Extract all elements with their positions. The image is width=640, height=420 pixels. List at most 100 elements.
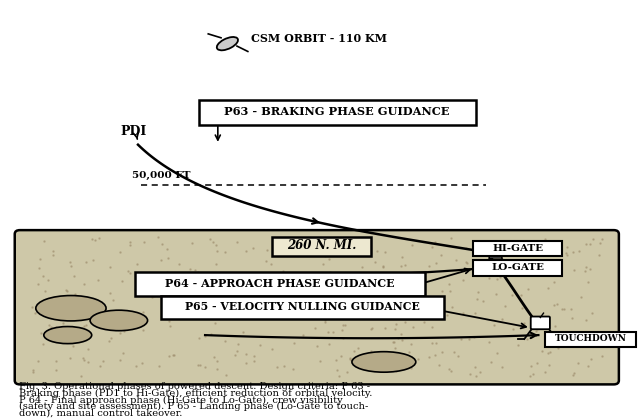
Point	[436, 252, 446, 259]
Point	[540, 236, 550, 243]
Point	[581, 264, 591, 270]
Point	[181, 283, 191, 290]
Point	[127, 321, 137, 328]
Point	[278, 268, 288, 274]
Point	[446, 368, 456, 375]
Point	[346, 356, 356, 363]
Point	[337, 327, 347, 334]
Point	[419, 318, 429, 325]
Point	[44, 322, 54, 328]
Point	[232, 239, 242, 245]
Point	[181, 279, 191, 286]
Point	[522, 336, 532, 343]
Point	[488, 252, 498, 259]
Point	[478, 297, 488, 304]
Point	[586, 356, 596, 363]
Text: Fig. 3. Operational phases of powered descent. Design criteria: P 63 -: Fig. 3. Operational phases of powered de…	[19, 383, 370, 391]
Text: P64 - APPROACH PHASE GUIDANCE: P64 - APPROACH PHASE GUIDANCE	[165, 278, 395, 289]
Point	[420, 275, 430, 282]
Point	[378, 263, 388, 270]
Point	[69, 273, 79, 279]
Point	[354, 284, 364, 290]
Point	[338, 322, 348, 328]
Point	[397, 253, 408, 260]
Point	[372, 247, 382, 254]
Point	[138, 326, 148, 333]
Point	[517, 304, 527, 311]
Point	[531, 328, 541, 335]
Point	[93, 234, 104, 241]
Point	[519, 242, 529, 249]
Point	[318, 260, 328, 267]
Point	[507, 291, 517, 298]
Point	[525, 373, 535, 379]
Point	[444, 365, 454, 372]
Point	[486, 359, 496, 365]
Point	[188, 292, 198, 299]
Point	[208, 238, 218, 245]
Point	[177, 288, 188, 294]
FancyBboxPatch shape	[473, 241, 562, 257]
Point	[95, 362, 105, 369]
Point	[338, 335, 348, 342]
Point	[565, 334, 575, 341]
Point	[416, 302, 426, 309]
Point	[458, 310, 468, 316]
Point	[328, 328, 338, 335]
Point	[39, 308, 49, 315]
Point	[221, 310, 232, 317]
Point	[35, 256, 45, 262]
Point	[170, 289, 180, 296]
Point	[298, 312, 308, 319]
Point	[45, 324, 56, 331]
Point	[433, 361, 444, 368]
Point	[29, 310, 40, 316]
Point	[442, 312, 452, 318]
Point	[314, 236, 324, 243]
Point	[239, 303, 250, 310]
Point	[65, 262, 76, 269]
Point	[326, 289, 337, 295]
Point	[489, 247, 499, 254]
Point	[349, 348, 359, 354]
Point	[234, 311, 244, 318]
Point	[173, 286, 184, 292]
Point	[390, 326, 401, 333]
Point	[252, 270, 262, 276]
Point	[452, 353, 463, 360]
Point	[28, 366, 38, 373]
Point	[375, 357, 385, 364]
Point	[263, 292, 273, 299]
Point	[51, 358, 61, 365]
Point	[513, 342, 523, 349]
Point	[427, 340, 437, 346]
Point	[238, 328, 248, 335]
Point	[147, 294, 157, 301]
Point	[81, 294, 91, 301]
Point	[307, 296, 317, 302]
Point	[298, 332, 308, 339]
Text: P63 - BRAKING PHASE GUIDANCE: P63 - BRAKING PHASE GUIDANCE	[225, 107, 450, 118]
Point	[220, 338, 230, 345]
Point	[491, 241, 501, 248]
Point	[366, 348, 376, 355]
Point	[46, 315, 56, 321]
Point	[248, 294, 258, 301]
Point	[357, 264, 367, 270]
Point	[388, 339, 398, 346]
Point	[431, 260, 441, 267]
Point	[548, 251, 558, 258]
Point	[237, 306, 247, 313]
Point	[552, 301, 563, 307]
Point	[367, 325, 377, 332]
Point	[58, 320, 68, 326]
Point	[61, 286, 71, 293]
Point	[105, 264, 115, 270]
Point	[543, 362, 554, 368]
Point	[575, 329, 586, 336]
Point	[392, 299, 403, 306]
Point	[380, 248, 390, 255]
Point	[154, 363, 164, 370]
Point	[266, 260, 276, 267]
Point	[138, 309, 148, 315]
